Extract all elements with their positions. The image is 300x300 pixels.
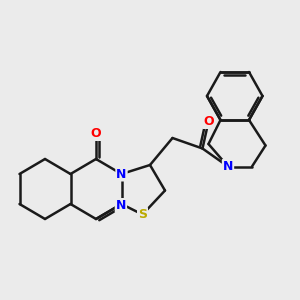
Text: S: S (138, 208, 147, 221)
Text: O: O (203, 115, 214, 128)
Text: N: N (116, 167, 127, 181)
Text: N: N (116, 199, 126, 212)
Text: N: N (223, 160, 233, 173)
Text: O: O (91, 127, 101, 140)
